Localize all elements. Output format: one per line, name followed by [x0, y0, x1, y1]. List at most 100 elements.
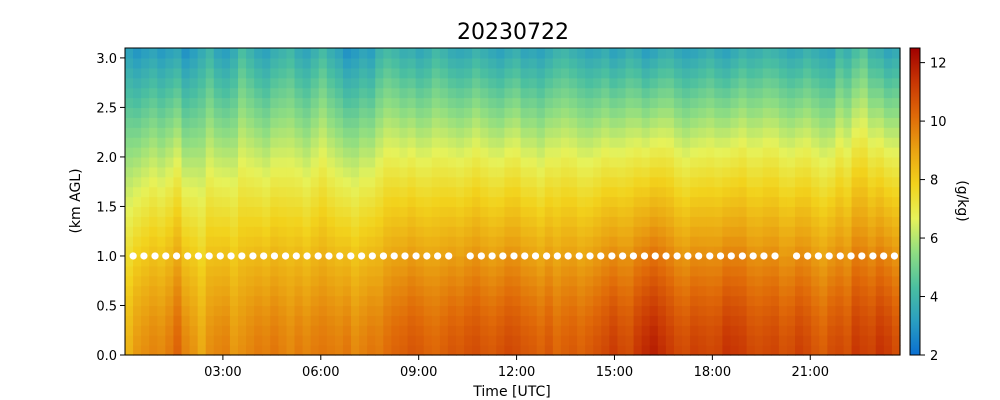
- heatmap-cell: [520, 335, 530, 346]
- heatmap-cell: [835, 236, 845, 247]
- heatmap-cell: [455, 48, 465, 59]
- heatmap-cell: [722, 166, 732, 178]
- heatmap-cell: [577, 176, 586, 188]
- heatmap-cell: [310, 246, 320, 257]
- heatmap-cell: [464, 246, 473, 257]
- heatmap-cell: [351, 186, 360, 198]
- heatmap-cell: [520, 117, 530, 128]
- heatmap-cell: [560, 295, 570, 307]
- heatmap-cell: [601, 87, 610, 99]
- heatmap-cell: [843, 315, 853, 326]
- heatmap-cell: [601, 127, 610, 138]
- heatmap-cell: [625, 335, 635, 346]
- heatmap-cell: [205, 226, 215, 237]
- heatmap-cell: [157, 196, 166, 208]
- heatmap-cell: [875, 156, 885, 168]
- heatmap-cell: [383, 335, 392, 346]
- heatmap-cell: [415, 335, 425, 346]
- heatmap-cell: [334, 147, 344, 158]
- heatmap-cell: [359, 97, 368, 109]
- heatmap-cell: [504, 335, 514, 346]
- heatmap-cell: [399, 335, 409, 346]
- heatmap-cell: [867, 156, 877, 168]
- heatmap-cell: [415, 97, 425, 109]
- heatmap-cell: [326, 196, 336, 208]
- heatmap-cell: [827, 87, 837, 99]
- heatmap-cell: [472, 305, 481, 316]
- heatmap-cell: [455, 305, 465, 316]
- heatmap-cell: [859, 176, 869, 188]
- heatmap-cell: [367, 127, 376, 138]
- heatmap-cell: [221, 315, 231, 326]
- heatmap-cell: [181, 196, 191, 208]
- heatmap-cell: [859, 265, 869, 277]
- heatmap-cell: [730, 216, 740, 227]
- heatmap-cell: [633, 57, 643, 69]
- heatmap-cell: [351, 166, 360, 178]
- marker-point: [727, 252, 735, 260]
- heatmap-cell: [867, 236, 877, 247]
- heatmap-cell: [125, 107, 134, 118]
- heatmap-cell: [673, 285, 683, 297]
- heatmap-cell: [835, 295, 845, 307]
- heatmap-cell: [665, 57, 675, 69]
- heatmap-cell: [851, 176, 861, 188]
- heatmap-cell: [383, 156, 392, 168]
- heatmap-cell: [141, 295, 150, 307]
- heatmap-cell: [835, 226, 845, 237]
- heatmap-cell: [867, 147, 877, 158]
- heatmap-cell: [673, 166, 683, 178]
- heatmap-cell: [641, 255, 651, 267]
- heatmap-cell: [294, 206, 304, 217]
- heatmap-cell: [213, 305, 223, 316]
- heatmap-cell: [504, 295, 514, 307]
- heatmap-cell: [383, 295, 392, 307]
- heatmap-cell: [464, 117, 473, 128]
- heatmap-cell: [407, 186, 417, 198]
- heatmap-cell: [318, 97, 328, 109]
- heatmap-cell: [213, 67, 223, 79]
- heatmap-cell: [213, 166, 223, 178]
- heatmap-cell: [342, 325, 352, 336]
- heatmap-cell: [294, 226, 304, 237]
- heatmap-cell: [528, 255, 538, 267]
- heatmap-cell: [133, 265, 142, 277]
- heatmap-cell: [141, 255, 150, 267]
- heatmap-cell: [641, 265, 651, 277]
- heatmap-cell: [778, 97, 788, 109]
- heatmap-cell: [496, 295, 506, 307]
- heatmap-cell: [157, 87, 166, 99]
- heatmap-cell: [512, 67, 522, 79]
- heatmap-cell: [552, 265, 562, 277]
- heatmap-cell: [536, 226, 546, 237]
- heatmap-cell: [560, 48, 570, 59]
- heatmap-cell: [512, 57, 522, 69]
- heatmap-cell: [706, 246, 715, 257]
- heatmap-cell: [601, 166, 610, 178]
- heatmap-cell: [690, 335, 699, 346]
- heatmap-cell: [795, 67, 804, 79]
- heatmap-cell: [714, 206, 723, 217]
- heatmap-cell: [569, 176, 578, 188]
- heatmap-cell: [189, 107, 199, 118]
- heatmap-cell: [714, 57, 723, 69]
- heatmap-cell: [342, 87, 352, 99]
- heatmap-cell: [157, 216, 166, 227]
- heatmap-cell: [754, 147, 764, 158]
- heatmap-cell: [891, 117, 901, 128]
- heatmap-cell: [544, 325, 554, 336]
- heatmap-cell: [633, 196, 643, 208]
- heatmap-cell: [520, 137, 530, 148]
- heatmap-cell: [246, 236, 255, 247]
- heatmap-cell: [690, 176, 699, 188]
- heatmap-cell: [649, 206, 659, 217]
- heatmap-cell: [883, 186, 893, 198]
- x-axis-ticks: 03:00 06:00 09:00 12:00 15:00 18:00 21:00: [204, 355, 829, 380]
- heatmap-cell: [690, 315, 699, 326]
- heatmap-cell: [157, 147, 166, 158]
- heatmap-cell: [447, 127, 457, 138]
- heatmap-cell: [326, 305, 336, 316]
- heatmap-cell: [189, 186, 199, 198]
- heatmap-cell: [601, 117, 610, 128]
- heatmap-cell: [504, 226, 514, 237]
